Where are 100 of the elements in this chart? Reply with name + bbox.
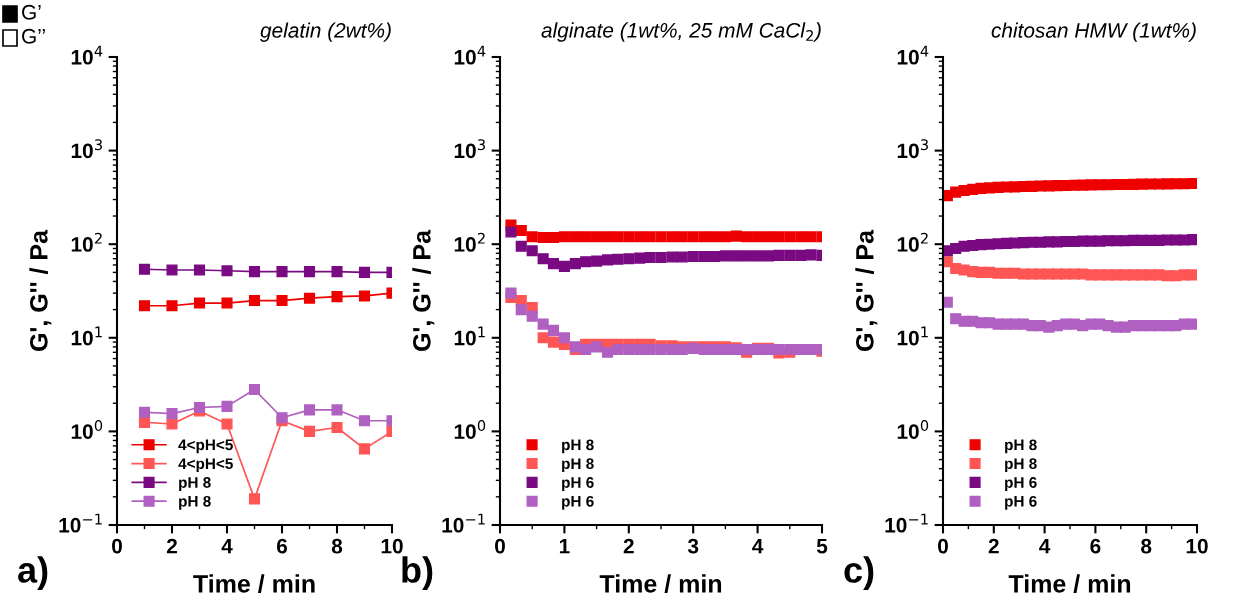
point [537, 231, 549, 244]
point [358, 415, 371, 427]
point [537, 318, 549, 330]
x-tick-label: 3 [687, 538, 699, 554]
text: c) [844, 556, 874, 590]
y-tick-label: 10$^{3}$ [897, 139, 928, 159]
x-tick-label: 0 [495, 538, 505, 554]
legend-label: pH 8 [562, 439, 594, 454]
point [358, 266, 371, 278]
y-tick-label: 10$^{3}$ [71, 139, 102, 159]
point [547, 336, 560, 348]
legend-label: 4<pH<5 [178, 458, 233, 473]
point [741, 250, 753, 262]
point [708, 231, 721, 243]
point [138, 406, 151, 418]
point [358, 290, 371, 302]
point [752, 231, 764, 243]
y-axis-title: G', G'' / Pa [412, 229, 435, 351]
point [547, 231, 560, 244]
point [537, 253, 549, 265]
point [805, 249, 817, 261]
point [331, 404, 343, 416]
legend-label: pH 8 [179, 477, 211, 491]
point [676, 231, 688, 243]
point [805, 231, 817, 243]
point [795, 231, 807, 243]
point [762, 231, 775, 243]
point [719, 250, 731, 262]
legend-label: pH 8 [1005, 439, 1037, 454]
point [526, 245, 538, 257]
point [276, 294, 288, 307]
point [644, 251, 656, 264]
point [248, 294, 261, 307]
point [303, 266, 316, 278]
x-tick-label: 8 [1141, 538, 1152, 554]
y-tick-label: 10$^{4}$ [454, 45, 486, 65]
text: a) [18, 556, 48, 590]
point [687, 250, 699, 262]
point [515, 224, 527, 237]
point [601, 231, 614, 243]
legend-label: pH 8 [179, 495, 211, 510]
point [1187, 177, 1197, 190]
point [558, 260, 570, 272]
y-tick-label: 10$^{1}$ [71, 326, 102, 346]
x-tick-label: 4 [221, 538, 233, 554]
point [591, 255, 603, 267]
point [708, 250, 721, 262]
point [558, 231, 570, 243]
point [580, 231, 592, 243]
point [741, 231, 753, 243]
point [634, 252, 646, 264]
y-axis-title: G', G'' / Pa [29, 229, 52, 351]
point [166, 264, 178, 276]
x-tick-label: 4 [752, 538, 764, 554]
x-tick-label: 10 [1186, 538, 1208, 554]
x-tick-label: 1 [559, 538, 570, 554]
chart-title: gelatin (2wt%) [260, 22, 391, 42]
x-axis-title: Time / min [599, 574, 722, 593]
legend-label: pH 8 [1005, 458, 1037, 473]
point [719, 231, 731, 243]
x-tick-label: 10 [381, 538, 403, 554]
point [1187, 269, 1197, 281]
point [612, 343, 624, 356]
point [644, 231, 656, 243]
point [784, 249, 796, 261]
point [331, 421, 343, 434]
point [666, 343, 678, 356]
x-tick-label: 4 [1039, 538, 1051, 554]
point [526, 231, 538, 243]
x-tick-label: 2 [166, 538, 177, 554]
point [773, 249, 785, 261]
point [634, 343, 646, 356]
x-axis-title: Time / min [1008, 574, 1131, 593]
point [221, 265, 233, 277]
point [752, 250, 764, 262]
point [547, 324, 560, 336]
point [730, 230, 742, 242]
point [221, 418, 233, 430]
x-tick-label: 2 [623, 538, 634, 554]
point [612, 231, 624, 243]
point [193, 264, 206, 276]
point [331, 266, 343, 278]
point [601, 254, 614, 266]
x-tick-label: 6 [276, 538, 288, 554]
point [773, 231, 785, 243]
point [612, 253, 624, 265]
point [569, 258, 581, 270]
point [634, 231, 646, 243]
x-tick-label: 5 [816, 538, 828, 554]
point [547, 258, 560, 270]
point [166, 300, 178, 312]
y-tick-label: 10$^{0}$ [71, 419, 103, 439]
point [303, 292, 316, 304]
text: G’ [22, 4, 41, 20]
point [687, 231, 699, 243]
x-axis-title: Time / min [193, 574, 315, 593]
point [655, 251, 667, 264]
point [193, 401, 206, 414]
y-tick-label: 10$^{1}$ [897, 326, 928, 346]
point [623, 343, 635, 356]
